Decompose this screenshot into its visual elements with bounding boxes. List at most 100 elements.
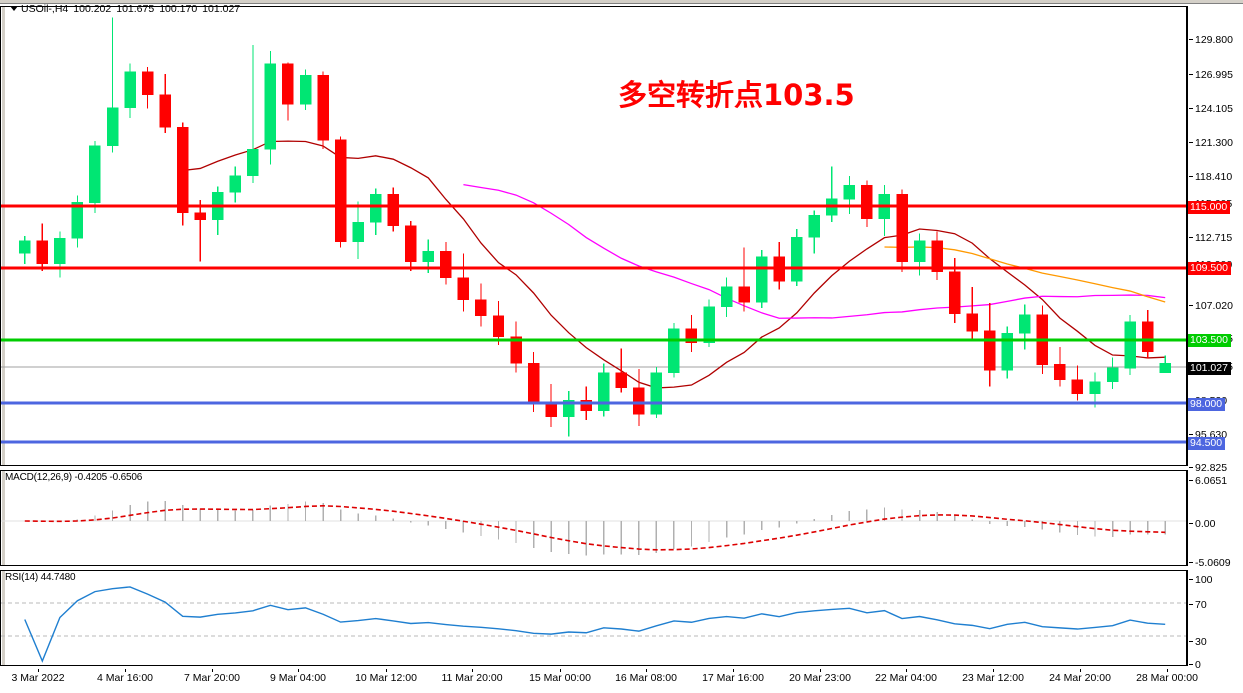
time-axis-label: 28 Mar 00:00 (1136, 672, 1198, 684)
candle-body (1124, 321, 1136, 369)
candle-body (475, 299, 487, 317)
moving-average-slow (884, 246, 1166, 303)
axis-rule-macd (1187, 470, 1188, 566)
time-axis-tick (646, 669, 647, 672)
price-tag[interactable]: 94.500 (1188, 437, 1226, 450)
time-axis-label: 10 Mar 12:00 (355, 672, 417, 684)
candle-body (36, 240, 49, 265)
axis-tick: 30 (1189, 636, 1207, 648)
candle-body (229, 175, 242, 193)
price-tag[interactable]: 101.027 (1188, 362, 1231, 375)
time-axis[interactable]: 3 Mar 2022 4 Mar 16:00 7 Mar 20:00 9 Mar 04… (0, 669, 1243, 691)
price-panel-scale-handle[interactable] (1, 7, 7, 465)
price-tag[interactable]: 98.000 (1188, 398, 1226, 411)
window-title-bar (0, 0, 1243, 4)
macd-chart-canvas (1, 501, 1186, 556)
macd-panel-scale-handle[interactable] (1, 471, 7, 565)
candle-body (685, 328, 698, 343)
candle-body (369, 194, 382, 223)
candle-body (545, 403, 557, 417)
axis-rule-price (1187, 6, 1188, 466)
rsi-chart-canvas (1, 586, 1186, 663)
axis-rule-rsi (1187, 570, 1188, 666)
candle-body (650, 372, 663, 415)
price-tag[interactable]: 103.500 (1188, 334, 1231, 347)
time-axis-label: 24 Mar 20:00 (1049, 672, 1111, 684)
time-axis-tick (733, 669, 734, 672)
candle-body (492, 315, 505, 338)
axis-tick: 126.995 (1189, 69, 1233, 81)
moving-average-mid (463, 183, 1166, 319)
candle-body (861, 184, 873, 219)
candle-body (54, 238, 66, 265)
price-tag[interactable]: 115.000 (1188, 201, 1231, 214)
time-axis-label: 22 Mar 04:00 (875, 672, 937, 684)
candle-body (984, 330, 996, 371)
symbol-quote-bar: USOil-,H4 100.202 101.675 100.170 101.027 (10, 3, 240, 15)
candle-body (106, 107, 119, 147)
candle-body (633, 387, 645, 415)
time-axis-tick (1080, 669, 1081, 672)
axis-tick: 107.020 (1189, 300, 1233, 312)
candle-body (948, 271, 961, 314)
candle-body (334, 139, 347, 243)
candle-body (896, 194, 908, 262)
value-axis[interactable]: 129.800126.995124.105121.300118.410115.6… (1187, 0, 1243, 693)
time-axis-label: 4 Mar 16:00 (96, 672, 154, 684)
candle-body (264, 63, 277, 150)
rsi-panel-plot (1, 571, 1186, 665)
candle-body (931, 240, 943, 273)
time-axis-tick (298, 669, 299, 672)
price-tag[interactable]: 109.500 (1188, 262, 1231, 275)
candle-body (317, 74, 329, 141)
axis-tick: 100 (1189, 574, 1213, 586)
candle-body (422, 250, 435, 262)
symbol-label: USOil-,H4 (21, 3, 69, 15)
rsi-panel[interactable]: RSI(14) 44.7480 (0, 570, 1187, 666)
candle-body (405, 225, 417, 262)
candle-body (1106, 367, 1119, 383)
axis-tick: 0 (1189, 659, 1201, 671)
time-axis-label: 11 Mar 20:00 (441, 672, 503, 684)
candle-series (19, 17, 1171, 437)
candle-body (738, 286, 750, 303)
candle-body (352, 221, 364, 243)
candle-body (1071, 379, 1084, 394)
candle-body (966, 313, 978, 332)
time-axis-label: 9 Mar 04:00 (269, 672, 327, 684)
candle-body (791, 236, 803, 282)
candle-body (387, 194, 399, 226)
time-axis-label: 16 Mar 08:00 (615, 672, 677, 684)
macd-panel[interactable]: MACD(12,26,9) -0.4205 -0.6506 (0, 470, 1187, 566)
candle-body (124, 71, 136, 108)
collapse-caret-icon[interactable] (10, 6, 18, 11)
rsi-panel-scale-handle[interactable] (1, 571, 7, 665)
axis-tick: 124.105 (1189, 103, 1233, 115)
candle-body (562, 400, 575, 417)
candle-body (299, 74, 312, 105)
axis-tick: 112.715 (1188, 232, 1233, 244)
candle-body (19, 240, 31, 254)
axis-tick: 92.825 (1188, 462, 1228, 474)
price-panel[interactable] (0, 6, 1187, 466)
candle-body (141, 71, 154, 96)
candle-body (159, 94, 171, 128)
axis-tick: 129.800 (1189, 34, 1233, 46)
macd-panel-plot (1, 471, 1186, 565)
candle-body (615, 372, 628, 388)
axis-tick: 6.0651 (1188, 475, 1228, 487)
candle-body (1019, 314, 1031, 334)
time-axis-label: 23 Mar 12:00 (962, 672, 1024, 684)
candle-body (598, 372, 610, 412)
macd-histogram (41, 501, 1166, 556)
axis-tick: 121.300 (1189, 137, 1233, 149)
candle-body (282, 63, 294, 105)
rsi-indicator-label: RSI(14) 44.7480 (5, 572, 76, 583)
macd-indicator-label: MACD(12,26,9) -0.4205 -0.6506 (5, 472, 143, 483)
time-axis-tick (820, 669, 821, 672)
macd-signal-line (24, 504, 1166, 551)
candle-body (1054, 364, 1066, 380)
time-axis-tick (212, 669, 213, 672)
time-axis-label: 15 Mar 00:00 (529, 672, 591, 684)
candle-body (510, 336, 522, 364)
